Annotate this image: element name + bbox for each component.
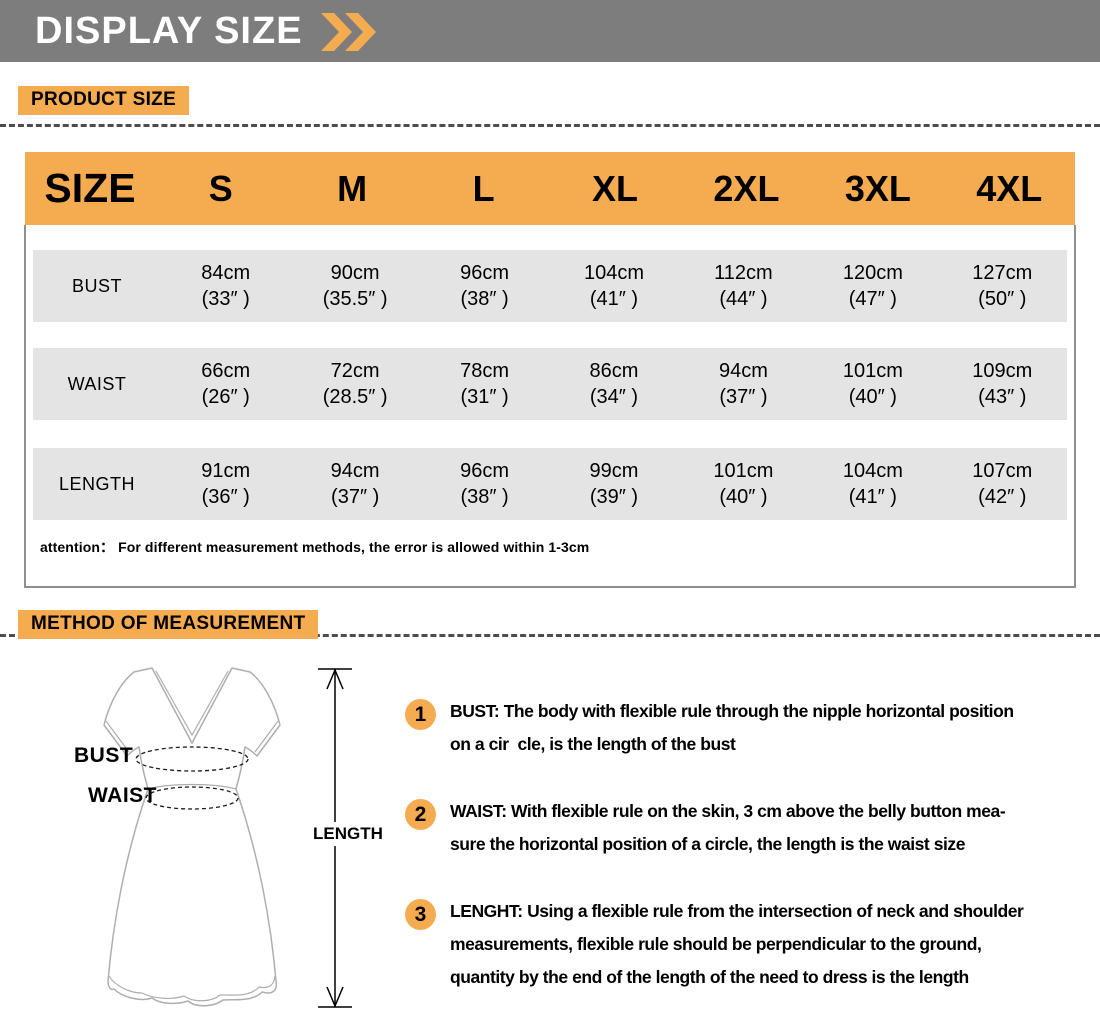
- bust-cell-xl: 104cm (41″ ): [583, 262, 644, 310]
- waist-cell-s: 66cm (26″ ): [201, 360, 251, 408]
- header-banner: DISPLAY SIZE: [0, 0, 1100, 62]
- bust-cell-2xl: 112cm (44″ ): [714, 262, 773, 310]
- bust-cell-l: 96cm (38″ ): [460, 262, 510, 310]
- waist-measure-line: [145, 786, 239, 810]
- waist-cell-xl: 86cm (34″ ): [589, 360, 639, 408]
- instruction-number-3: 3: [405, 899, 436, 930]
- column-header-4xl: 4XL: [976, 167, 1043, 209]
- size-table-header: SIZE S M L XL 2XL 3XL 4XL: [25, 152, 1075, 225]
- table-row-length: LENGTH 91cm (36″ ) 94cm (37″ ) 96cm (38″…: [33, 448, 1067, 520]
- instruction-text-length: LENGHT: Using a flexible rule from the i…: [450, 901, 1024, 987]
- row-label-bust: BUST: [71, 275, 122, 296]
- column-header-2xl: 2XL: [713, 167, 780, 209]
- length-cell-xl: 99cm (39″ ): [589, 460, 639, 508]
- length-cell-3xl: 104cm (41″ ): [842, 460, 903, 508]
- diagram-waist-label: WAIST: [88, 784, 157, 807]
- waist-cell-4xl: 109cm (43″ ): [972, 360, 1033, 408]
- column-header-l: L: [472, 167, 495, 209]
- length-cell-l: 96cm (38″ ): [460, 460, 510, 508]
- page-title: DISPLAY SIZE: [35, 9, 303, 52]
- size-table-body: BUST 84cm (33″ ) 90cm (35.5″ ) 96cm (38″…: [24, 225, 1076, 588]
- waist-cell-m: 72cm (28.5″ ): [322, 360, 388, 408]
- instruction-text-bust: BUST: The body with flexible rule throug…: [450, 701, 1014, 754]
- instruction-text-waist: WAIST: With flexible rule on the skin, 3…: [450, 801, 1006, 854]
- waist-cell-3xl: 101cm (40″ ): [842, 360, 903, 408]
- double-chevron-right-icon: [320, 13, 376, 51]
- row-label-waist: WAIST: [67, 373, 127, 394]
- bust-cell-s: 84cm (33″ ): [201, 262, 251, 310]
- bust-cell-4xl: 127cm (50″ ): [972, 262, 1033, 310]
- length-cell-4xl: 107cm (42″ ): [972, 460, 1033, 508]
- dress-outline: [103, 667, 281, 1007]
- diagram-length-label: LENGTH: [309, 822, 387, 846]
- dashed-divider-method: [0, 634, 1100, 637]
- waist-cell-2xl: 94cm (37″ ): [718, 360, 768, 408]
- column-header-s: S: [208, 167, 233, 209]
- row-label-length: LENGTH: [58, 473, 135, 494]
- instruction-number-1: 1: [405, 699, 436, 730]
- attention-note: attention： For different measurement met…: [40, 539, 590, 555]
- column-header-xl: XL: [591, 167, 638, 209]
- column-header-m: M: [337, 167, 368, 209]
- method-section-label: METHOD OF MEASUREMENT: [18, 610, 319, 639]
- product-size-section-label: PRODUCT SIZE: [18, 86, 190, 115]
- diagram-bust-label: BUST: [74, 744, 134, 767]
- length-cell-s: 91cm (36″ ): [201, 460, 251, 508]
- table-row-waist: WAIST 66cm (26″ ) 72cm (28.5″ ) 78cm (31…: [33, 348, 1067, 420]
- length-cell-m: 94cm (37″ ): [330, 460, 380, 508]
- instruction-number-2: 2: [405, 799, 436, 830]
- length-cell-2xl: 101cm (40″ ): [713, 460, 774, 508]
- bust-measure-line: [135, 746, 249, 772]
- table-row-bust: BUST 84cm (33″ ) 90cm (35.5″ ) 96cm (38″…: [33, 250, 1067, 322]
- column-header-3xl: 3XL: [844, 167, 911, 209]
- bust-cell-m: 90cm (35.5″ ): [322, 262, 388, 310]
- bust-cell-3xl: 120cm (47″ ): [842, 262, 903, 310]
- waist-cell-l: 78cm (31″ ): [460, 360, 510, 408]
- dashed-divider-top: [0, 124, 1100, 127]
- column-header-size: SIZE: [44, 165, 136, 211]
